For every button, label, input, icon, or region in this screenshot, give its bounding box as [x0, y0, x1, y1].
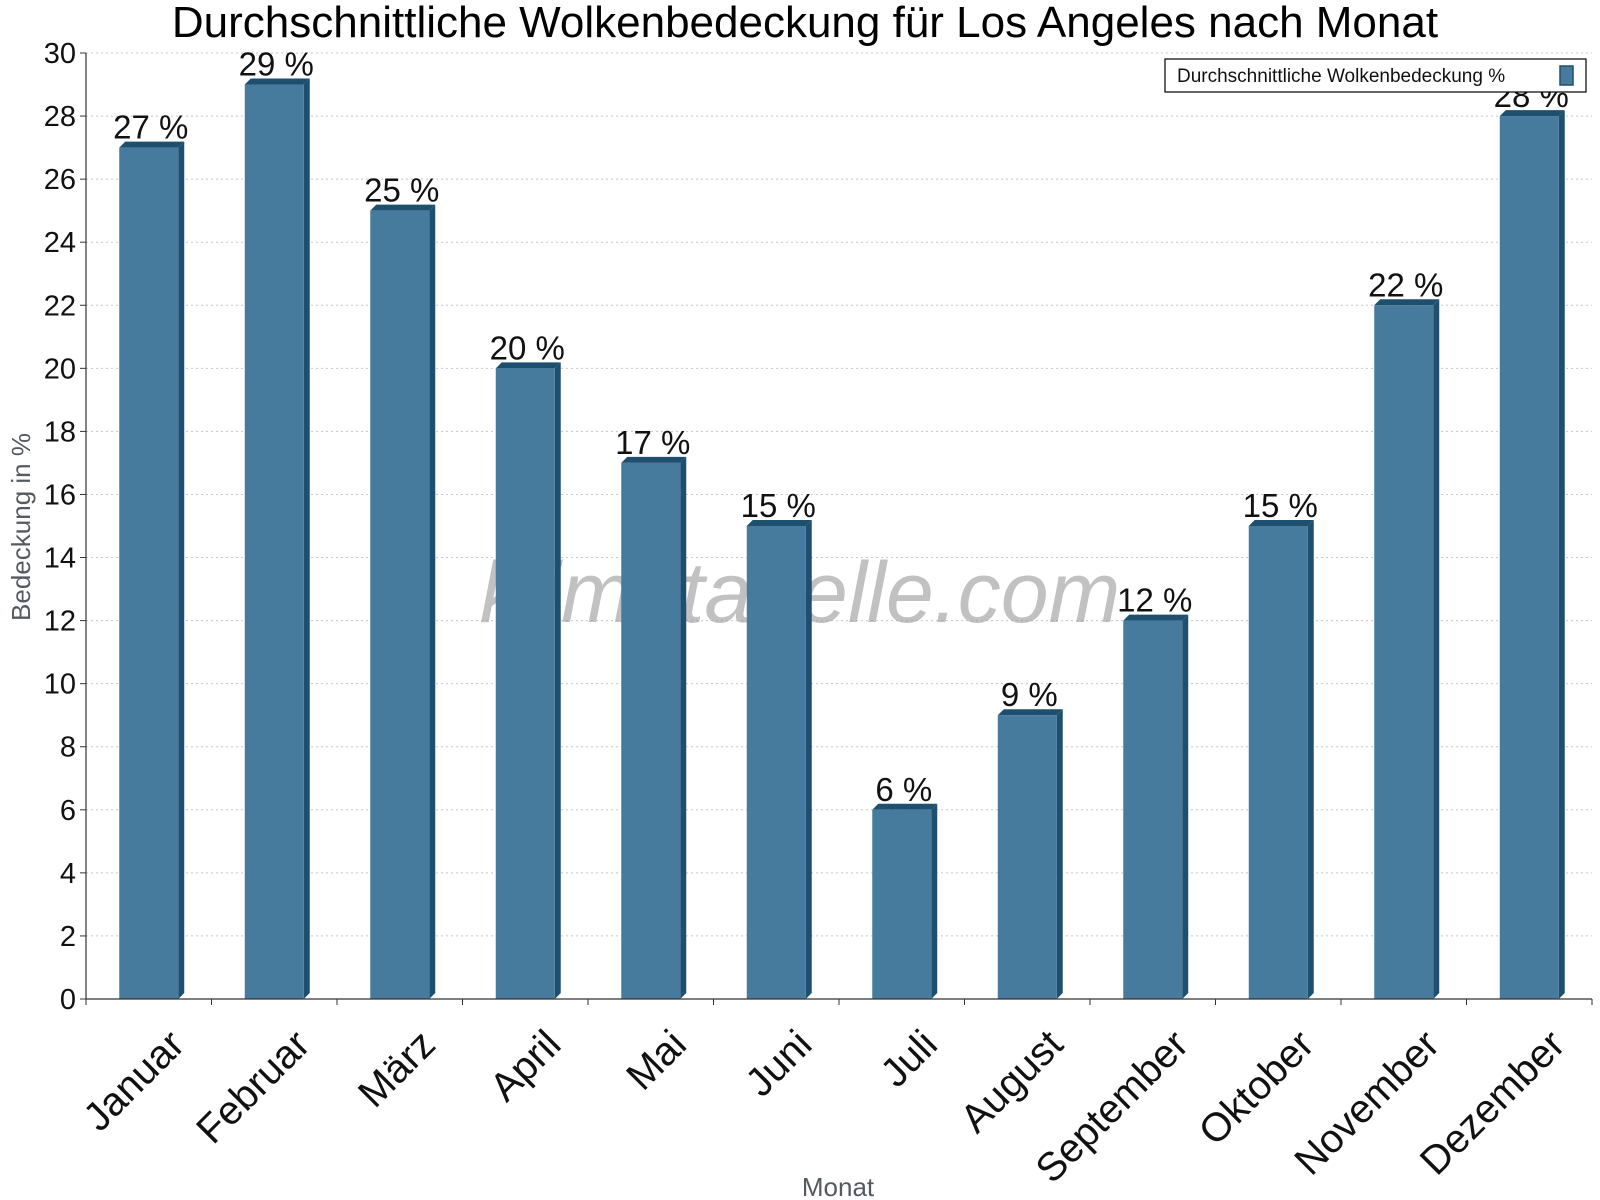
bar-side [429, 204, 436, 999]
bar-side [805, 520, 812, 999]
bar-front [244, 84, 304, 1000]
y-tick-label: 8 [60, 732, 76, 764]
bar-mai [621, 456, 687, 999]
x-tick-label: Mai [618, 1022, 695, 1099]
bar-side [554, 362, 561, 999]
bar-front [621, 462, 681, 999]
y-tick-label: 4 [60, 858, 76, 890]
bar-top [621, 456, 687, 463]
x-tick-label: Juli [872, 1022, 946, 1096]
y-tick-label: 18 [44, 416, 76, 448]
bar-front [1374, 305, 1434, 999]
y-tick-label: 30 [44, 38, 76, 70]
legend-box [1164, 58, 1587, 93]
bar-oktober [1248, 520, 1314, 999]
axes [85, 53, 1592, 1000]
bar-side [1433, 299, 1440, 999]
y-tick-label: 2 [60, 921, 76, 953]
bar-side [178, 141, 185, 1000]
x-tick-label: August [952, 1022, 1071, 1141]
x-axis-title: Monat [802, 1172, 875, 1200]
bar-top [997, 709, 1063, 716]
data-label: 6 % [875, 771, 932, 808]
bar-september [1123, 614, 1189, 999]
y-tick-label: 10 [44, 669, 76, 701]
legend-swatch [1559, 65, 1574, 86]
bar-märz [370, 204, 436, 999]
y-tick-label: 12 [44, 606, 76, 638]
bar-februar [244, 78, 310, 1000]
y-tick-label: 0 [60, 984, 76, 1016]
y-tick-label: 28 [44, 101, 76, 133]
bar-top [370, 204, 436, 211]
data-label: 12 % [1117, 582, 1192, 619]
bar-front [119, 147, 179, 1000]
bar-dezember [1499, 110, 1565, 1000]
y-tick-label: 14 [44, 543, 76, 575]
bar-august [997, 709, 1063, 999]
bar-top [746, 520, 812, 526]
bar-januar [119, 141, 185, 1000]
bar-top [119, 141, 185, 148]
legend: Durchschnittliche Wolkenbedeckung % [1164, 58, 1587, 93]
y-tick-label: 22 [44, 290, 76, 322]
bar-side [931, 803, 938, 999]
y-axis-title: Bedeckung in % [6, 433, 36, 621]
bar-side [1182, 614, 1189, 999]
data-label: 15 % [1243, 487, 1318, 524]
data-label: 9 % [1001, 676, 1058, 713]
bar-april [495, 362, 561, 999]
data-label: 25 % [364, 172, 439, 209]
y-tick-label: 26 [44, 164, 76, 196]
bar-front [1499, 116, 1559, 1000]
data-label: 27 % [113, 109, 188, 146]
legend-label: Durchschnittliche Wolkenbedeckung % [1177, 66, 1505, 87]
bar-front [1248, 526, 1308, 999]
y-tick-label: 20 [44, 353, 76, 385]
y-tick-label: 6 [60, 795, 76, 827]
x-tick-label: Juni [737, 1022, 820, 1105]
x-tick-label: Februar [188, 1022, 318, 1152]
bar-side [1558, 110, 1565, 1000]
x-tick-label: Oktober [1191, 1022, 1323, 1154]
grid-lines [86, 52, 1592, 937]
bar-front [495, 368, 555, 999]
bar-top [1248, 520, 1314, 526]
bar-front [997, 715, 1057, 999]
data-label: 29 % [239, 46, 314, 83]
x-tick-label: April [482, 1022, 570, 1110]
chart-title: Durchschnittliche Wolkenbedeckung für Lo… [172, 0, 1438, 47]
bar-series: 27 % 29 % 25 % 20 % 17 % 15 % 6 % 9 % 12 % 15 % 22… [113, 46, 1569, 1000]
bar-top [872, 803, 938, 810]
bar-front [872, 809, 932, 999]
bar-front [370, 210, 430, 999]
bar-juni [746, 520, 812, 999]
bar-juli [872, 803, 938, 999]
bar-front [746, 526, 806, 999]
bar-top [495, 362, 561, 369]
bar-top [244, 78, 310, 85]
bar-top [1499, 110, 1565, 117]
data-label: 17 % [615, 424, 690, 461]
bar-front [1123, 620, 1183, 999]
y-tick-label: 24 [44, 227, 76, 259]
x-tick-label: Januar [75, 1022, 193, 1140]
bar-november [1374, 299, 1440, 999]
bar-side [1056, 709, 1063, 999]
bar-side [303, 78, 310, 1000]
bar-top [1374, 299, 1440, 306]
bar-top [1123, 614, 1189, 621]
y-tick-label: 16 [44, 479, 76, 511]
x-tick-label: März [350, 1022, 444, 1116]
data-label: 20 % [490, 329, 565, 366]
bar-side [680, 456, 687, 999]
bar-side [1307, 520, 1314, 999]
data-label: 22 % [1368, 266, 1443, 303]
data-label: 15 % [741, 487, 816, 524]
